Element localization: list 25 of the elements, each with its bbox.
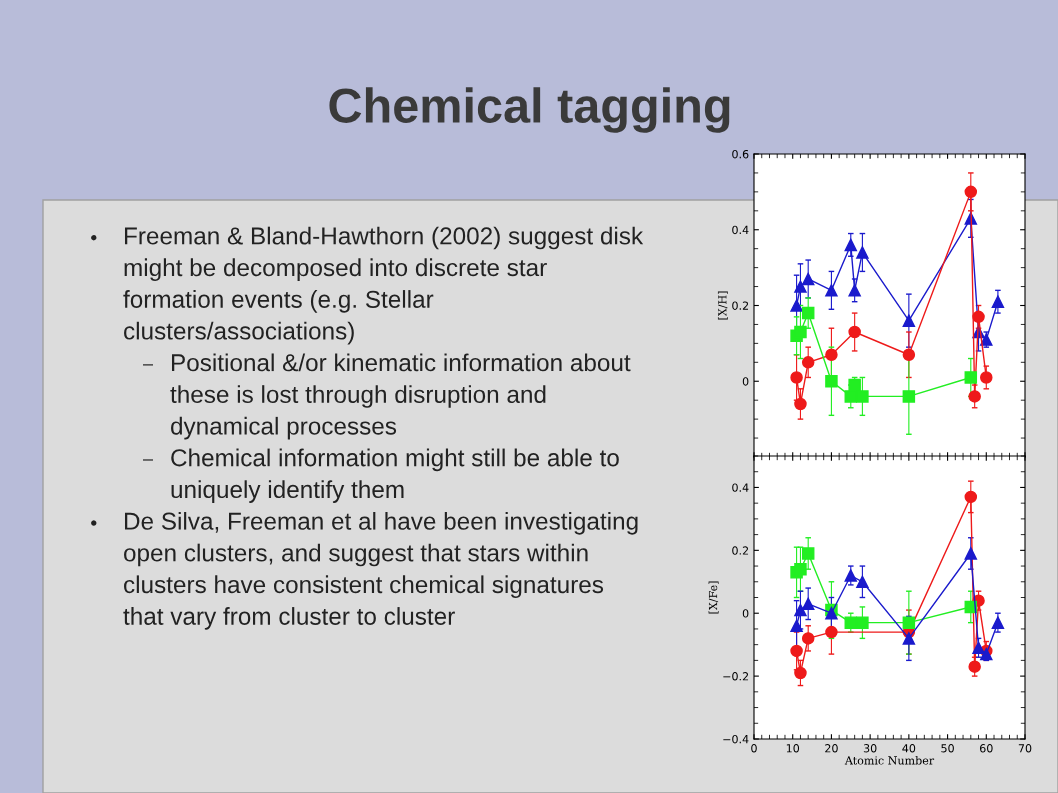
text: – Positional &/or kinematic information about these is lost through disruption and dynamical processes xyxy=(143,353,631,440)
y-axis-title: [X/Fe] xyxy=(708,581,719,614)
x-axis-title: Atomic Number xyxy=(844,756,935,765)
text: – Chemical information might still be able to uniquely identify them xyxy=(143,448,619,503)
y-tick-label: 0.2 xyxy=(732,301,749,310)
x-tick-label: 40 xyxy=(902,744,916,753)
x-tick-label: 30 xyxy=(863,744,877,753)
y-tick-label: 0.2 xyxy=(732,546,749,555)
text: ● Freeman & Bland-Hawthorn (2002) suggest disk might be decomposed into discrete star formation events (e.g. Stellar clusters/associations) xyxy=(91,226,644,345)
x-tick-label: 20 xyxy=(825,744,838,753)
y-tick-label: 0 xyxy=(742,609,749,618)
y-tick-label: 0.6 xyxy=(732,149,749,159)
x-tick-label: 10 xyxy=(786,744,800,753)
x-tick-label: 0 xyxy=(751,744,757,753)
chart-title: Chemical tagging xyxy=(329,87,730,133)
x-tick-label: 60 xyxy=(979,744,993,753)
x-tick-label: 70 xyxy=(1018,744,1032,753)
y-axis-title: [X/H] xyxy=(717,291,728,320)
y-tick-label: 0.4 xyxy=(732,483,749,492)
y-tick-label: 0 xyxy=(742,377,749,386)
text: ● De Silva, Freeman et al have been investigating open clusters, and suggest that stars within clusters have consistent chemical signatures that vary from cluster to cluster xyxy=(91,511,638,630)
x-tick-label: 50 xyxy=(941,744,954,753)
y-tick-label: −0.2 xyxy=(723,672,749,681)
y-tick-label: −0.4 xyxy=(723,734,749,744)
y-tick-label: 0.4 xyxy=(732,225,749,235)
